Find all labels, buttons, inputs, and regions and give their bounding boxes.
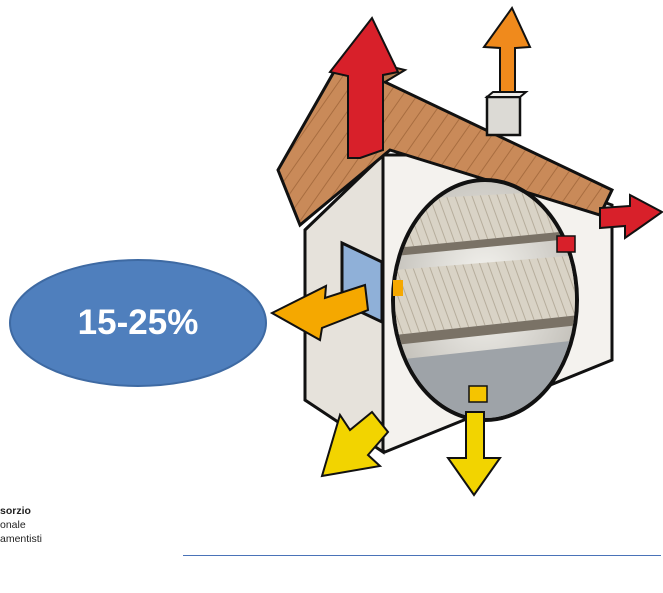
logo-line: amentisti [0, 533, 43, 545]
logo-text: sorzio onale amentisti [0, 504, 42, 546]
logo-line: onale [0, 519, 26, 531]
logo-line: sorzio [0, 505, 31, 517]
chimney [485, 95, 522, 137]
divider-line [183, 555, 661, 556]
percentage-badge-label: 15-25% [77, 303, 199, 342]
house-icon [276, 56, 615, 455]
heat-loss-arrow-icon [269, 6, 663, 497]
